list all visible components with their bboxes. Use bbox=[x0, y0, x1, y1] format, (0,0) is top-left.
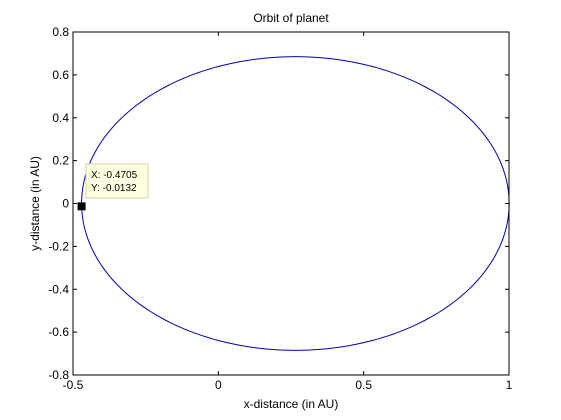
x-tick-label: 0.5 bbox=[355, 378, 372, 392]
datatip-x-text: X: -0.4705 bbox=[91, 170, 138, 181]
y-tick-label: 0 bbox=[62, 197, 69, 211]
y-axis-label: y-distance (in AU) bbox=[28, 156, 42, 251]
y-tick-label: -0.6 bbox=[48, 325, 69, 339]
y-tick-label: 0.8 bbox=[52, 25, 69, 39]
x-tick-label: 0 bbox=[215, 378, 222, 392]
datatip-y-text: Y: -0.0132 bbox=[91, 183, 137, 194]
chart-title: Orbit of planet bbox=[253, 11, 329, 25]
plot-area bbox=[73, 32, 509, 375]
y-tick-label: 0.2 bbox=[52, 154, 69, 168]
datatip-marker[interactable] bbox=[78, 202, 86, 210]
x-tick-label: 1 bbox=[506, 378, 513, 392]
y-tick-label: 0.4 bbox=[52, 111, 69, 125]
y-tick-label: -0.4 bbox=[48, 282, 69, 296]
y-tick-label: 0.6 bbox=[52, 68, 69, 82]
x-axis-label: x-distance (in AU) bbox=[244, 397, 339, 411]
y-tick-label: -0.2 bbox=[48, 239, 69, 253]
y-tick-label: -0.8 bbox=[48, 368, 69, 382]
